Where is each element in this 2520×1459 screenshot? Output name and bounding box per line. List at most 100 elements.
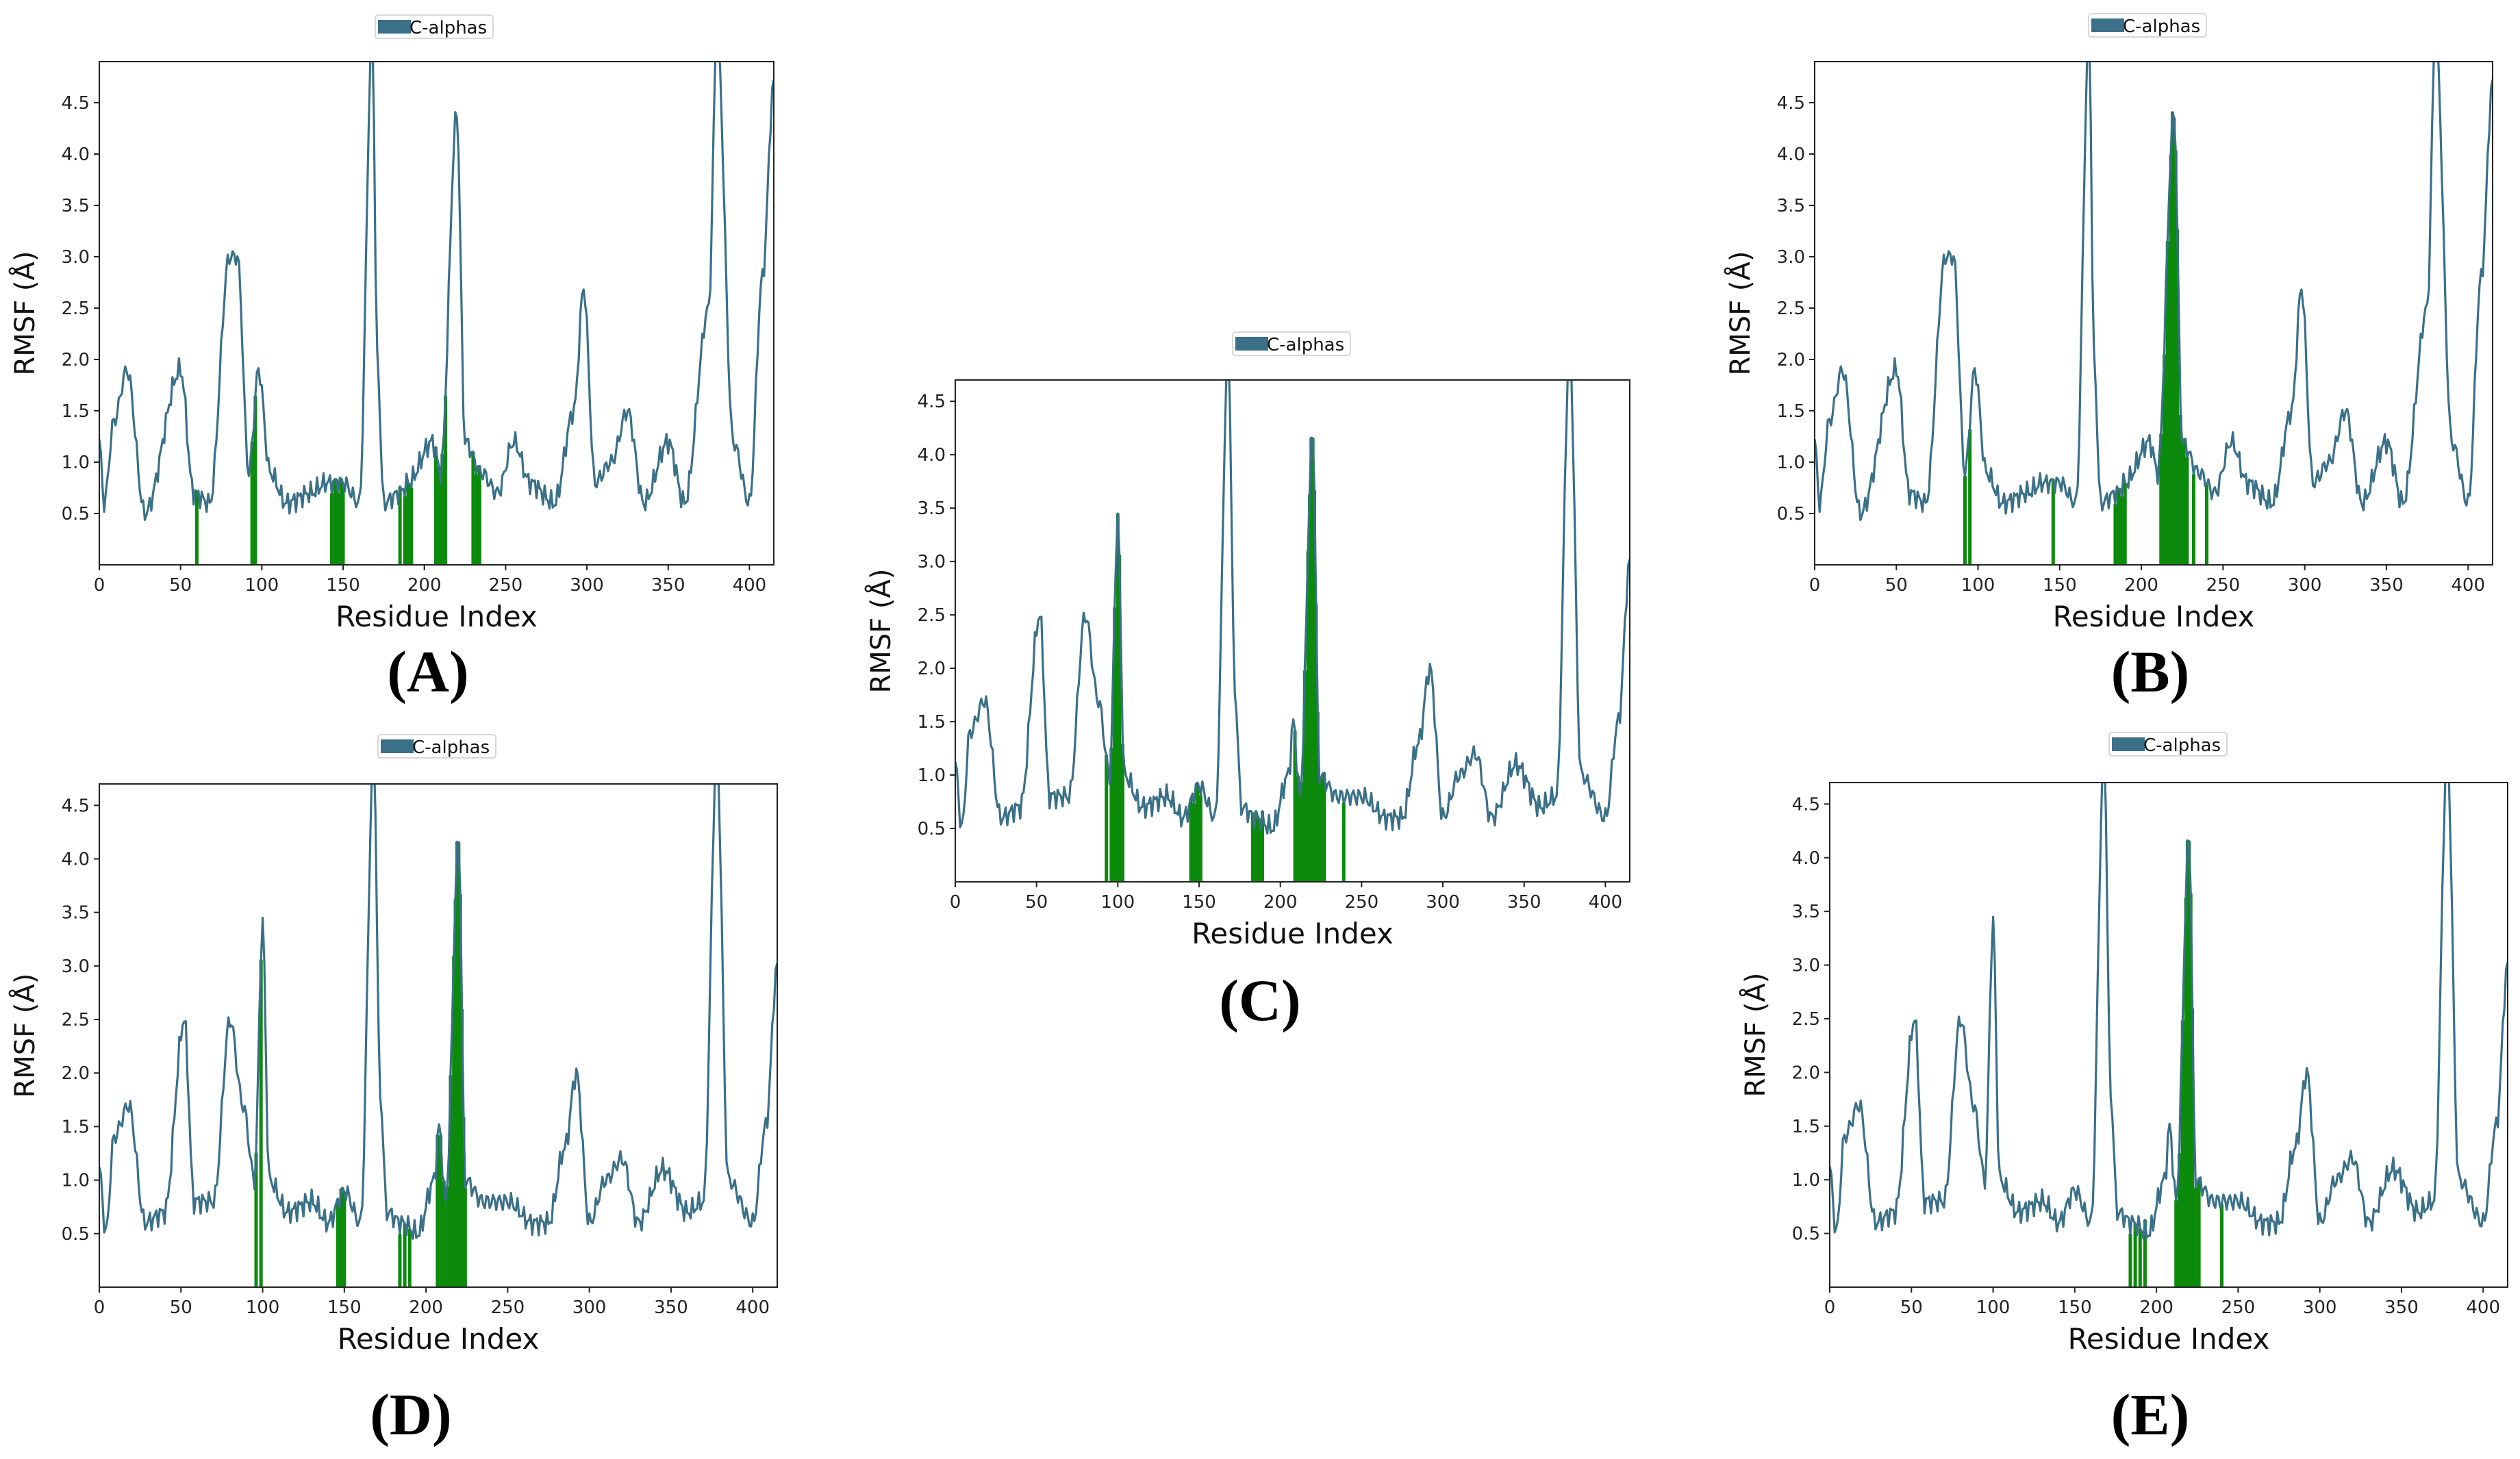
legend-label: C-alphas [1267,335,1344,355]
y-tick-label: 3.5 [918,498,946,519]
legend-swatch [381,739,414,753]
y-tick-label: 4.5 [918,392,946,412]
x-tick-label: 350 [654,1297,688,1318]
y-tick-label: 4.0 [62,144,90,165]
plot-area [1815,62,2493,565]
y-tick-label: 3.5 [62,903,90,924]
y-tick-label: 0.5 [1777,504,1805,524]
x-tick-label: 150 [2058,1297,2092,1318]
x-tick-label: 400 [2451,575,2485,596]
x-tick-label: 150 [326,575,360,596]
x-tick-label: 0 [1809,575,1821,596]
axes-frame [99,783,778,1288]
y-tick-label: 2.0 [62,350,90,370]
y-tick-label: 3.0 [62,956,90,977]
x-axis-label: Residue Index [2068,1322,2270,1356]
x-tick-label: 300 [570,575,604,596]
rmsf-panel-b: 0 50 100 150 200 250 300 350 400 0.5 1.0 1.5 2.0 2.5 3… [1724,13,2493,705]
x-tick-label: 150 [327,1297,362,1318]
legend-swatch [378,20,411,34]
x-tick-label: 300 [1426,892,1460,913]
x-tick-label: 400 [735,1297,770,1318]
y-tick-label: 4.0 [62,849,90,870]
x-tick-label: 50 [1900,1297,1923,1318]
x-tick-label: 250 [1345,892,1379,913]
y-tick-label: 1.0 [62,1171,90,1191]
y-tick-label: 4.0 [1777,144,1805,165]
legend: C-alphas [1232,331,1351,356]
y-tick-label: 4.5 [1792,794,1820,815]
y-tick-label: 1.5 [1777,401,1805,422]
y-axis-label: RMSF (Å) [8,251,41,376]
panel-label: (C) [1219,967,1300,1033]
x-tick-label: 0 [94,575,105,596]
rmsf-panel-c: 0 50 100 150 200 250 300 350 400 0.5 1.0 1.5 2.0 2.5 3… [864,331,1630,1033]
panel-label: (D) [370,1382,451,1447]
rmsf-panel-e: 0 50 100 150 200 250 300 350 400 0.5 1.0 1.5 2.0 2.5 3… [1739,732,2508,1447]
panel-label: (E) [2111,1382,2190,1447]
y-tick-label: 2.5 [62,1010,90,1030]
x-tick-label: 350 [2369,575,2404,596]
axes-frame [1829,782,2508,1288]
panel-label: (B) [2111,639,2190,705]
y-tick-label: 0.5 [918,819,946,839]
x-tick-label: 100 [246,1297,280,1318]
y-tick-label: 3.0 [1792,956,1820,976]
y-tick-label: 3.5 [1777,196,1805,216]
x-tick-label: 350 [651,575,685,596]
axes-frame [955,379,1630,883]
y-tick-label: 3.5 [1792,902,1820,922]
x-tick-label: 100 [1961,575,1995,596]
y-tick-label: 0.5 [62,1224,90,1245]
x-tick-label: 250 [491,1297,525,1318]
y-tick-label: 3.5 [62,196,90,216]
y-tick-label: 1.5 [62,401,90,422]
rmsf-line [955,380,1630,835]
y-tick-label: 4.5 [62,93,90,114]
y-tick-label: 0.5 [62,504,90,524]
x-tick-label: 0 [94,1297,105,1318]
x-tick-label: 300 [572,1297,607,1318]
y-tick-label: 2.0 [1777,350,1805,370]
x-tick-label: 200 [1263,892,1298,913]
legend-swatch [2112,737,2145,751]
legend-label: C-alphas [2123,16,2200,37]
x-tick-label: 400 [1589,892,1623,913]
y-tick-label: 2.0 [1792,1063,1820,1083]
y-axis-label: RMSF (Å) [1724,251,1756,376]
x-tick-label: 150 [1182,892,1216,913]
rmsf-panel-a: 0 50 100 150 200 250 300 350 400 0.5 1.0 1.5 2.0 2.5 3… [8,14,774,705]
x-tick-label: 50 [1025,892,1048,913]
y-tick-label: 2.5 [1792,1009,1820,1030]
x-tick-label: 250 [2206,575,2241,596]
y-tick-label: 4.0 [1792,848,1820,869]
y-tick-label: 3.0 [918,552,946,572]
rmsf-line [99,784,777,1240]
x-tick-label: 350 [1507,892,1541,913]
y-tick-label: 1.5 [1792,1117,1820,1137]
x-tick-label: 100 [245,575,279,596]
y-tick-label: 4.5 [62,796,90,816]
y-tick-label: 2.0 [918,659,946,679]
x-tick-label: 300 [2303,1297,2337,1318]
x-tick-label: 0 [950,892,961,913]
legend: C-alphas [2108,732,2228,757]
y-tick-label: 1.0 [918,765,946,786]
rmsf-line [99,62,774,522]
panel-label: (A) [387,639,468,705]
x-tick-label: 300 [2288,575,2322,596]
plot-area [99,784,777,1287]
rmsf-line [1815,62,2493,522]
x-axis-label: Residue Index [336,600,538,633]
x-tick-label: 50 [1885,575,1908,596]
y-tick-label: 3.0 [1777,247,1805,268]
x-tick-label: 250 [489,575,523,596]
y-axis-label: RMSF (Å) [864,569,897,694]
x-axis-label: Residue Index [1192,917,1394,950]
axes-frame [1814,61,2493,566]
x-tick-label: 400 [2466,1297,2500,1318]
legend-label: C-alphas [412,737,490,758]
y-tick-label: 3.0 [62,247,90,268]
legend: C-alphas [2088,13,2207,38]
